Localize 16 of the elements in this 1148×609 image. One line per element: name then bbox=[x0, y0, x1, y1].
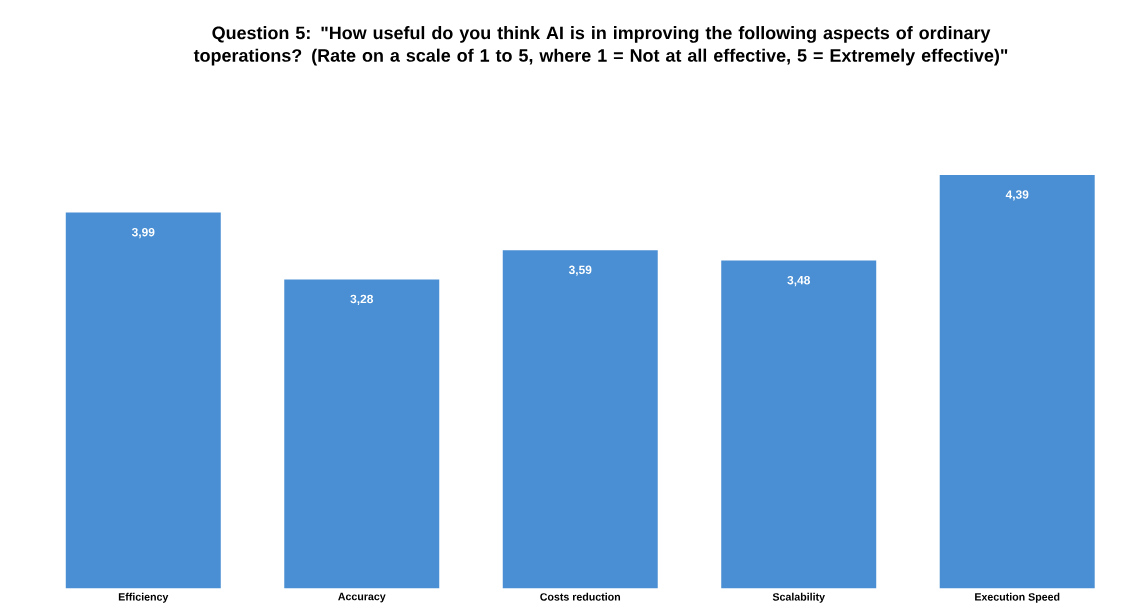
bar bbox=[939, 174, 1095, 589]
x-tick-label: Execution Speed bbox=[975, 592, 1060, 603]
data-label: 4,39 bbox=[1005, 190, 1029, 201]
chart-title: Question 5: "How useful do you think AI is in improving the following aspects of ordinary toperations? (Rate on a scale of 1 to 5, where 1 = Not at all effective, 5 = Extremely effective)" bbox=[193, 26, 1008, 66]
bar bbox=[721, 260, 877, 589]
data-label: 3,59 bbox=[568, 265, 592, 276]
x-tick-label: Costs reduction bbox=[540, 592, 621, 601]
x-tick-label: Efficiency bbox=[118, 592, 169, 603]
bar bbox=[284, 279, 440, 589]
data-label: 3,28 bbox=[350, 294, 374, 305]
data-label: 3,99 bbox=[131, 227, 155, 239]
x-tick-label: Scalability bbox=[772, 592, 825, 603]
x-tick-label: Accuracy bbox=[338, 592, 386, 603]
data-label: 3,48 bbox=[787, 275, 810, 287]
bar bbox=[502, 250, 658, 589]
bar bbox=[65, 212, 221, 589]
